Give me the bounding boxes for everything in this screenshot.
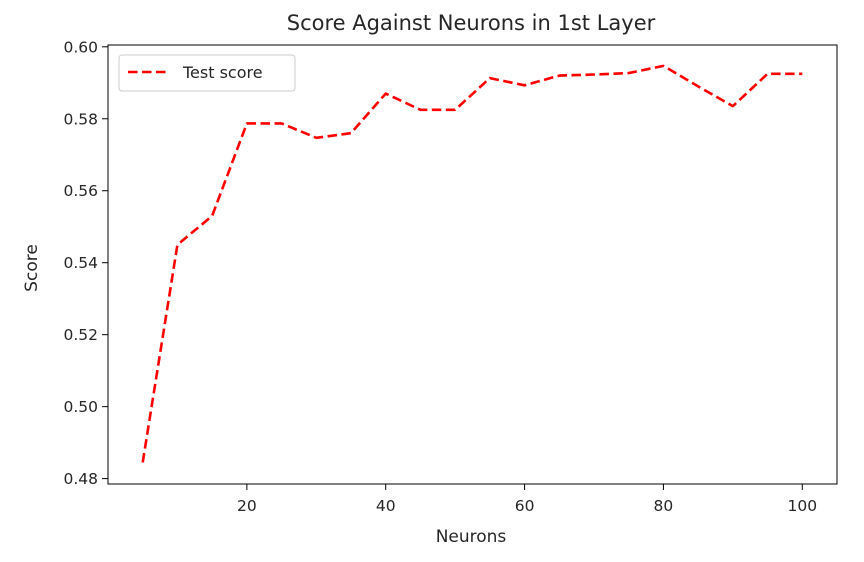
plot-area: 20 40 60 80 100 0.48 0.50 0.52 0.54 0.56 0.58 0.60 [63, 38, 838, 515]
y-tick-label: 0.58 [63, 110, 98, 128]
y-tick-label: 0.50 [63, 398, 98, 416]
x-axis-label: Neurons [436, 527, 507, 547]
x-tick-label: 40 [376, 497, 396, 515]
axes-frame [107, 44, 838, 485]
x-tick-label: 60 [515, 497, 535, 515]
y-tick-label: 0.52 [63, 326, 98, 344]
y-axis-label: Score [22, 244, 42, 292]
legend-box [118, 54, 296, 92]
chart-title: Score Against Neurons in 1st Layer [287, 11, 656, 35]
x-tick-label: 100 [787, 497, 817, 515]
y-tick-label: 0.48 [63, 470, 98, 488]
y-tick-label: 0.54 [63, 254, 98, 272]
y-tick-label: 0.56 [63, 182, 98, 200]
series-line-test-score [141, 64, 803, 463]
x-tick-label: 20 [237, 497, 257, 515]
y-tick-label: 0.60 [63, 38, 98, 56]
legend: Test score [118, 54, 296, 92]
legend-label: Test score [182, 63, 263, 82]
x-tick-label: 80 [654, 497, 674, 515]
